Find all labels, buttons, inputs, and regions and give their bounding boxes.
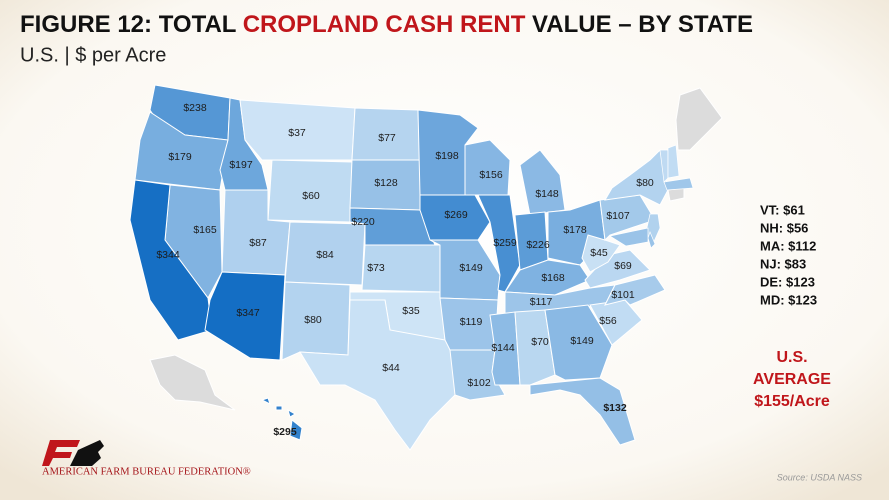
- state-label: $132: [603, 402, 627, 414]
- sidebar: VT: $61 NH: $56 MA: $112 NJ: $83 DE: $123 MD:…: [760, 202, 817, 307]
- state-label: $344: [156, 249, 180, 261]
- state-label: $156: [479, 169, 503, 181]
- map: $238 $179 $197 $37 $60 $165 $344 $87 $347 $84 $80 $…: [129, 84, 723, 451]
- source: Source: USDA NASS: [777, 472, 862, 482]
- sidebar-entry: NH: $56: [760, 220, 808, 235]
- state-label: $70: [531, 336, 549, 348]
- state-label: $165: [193, 224, 217, 236]
- state-label: $149: [570, 335, 594, 347]
- state: [239, 99, 356, 161]
- state-label: $44: [382, 362, 400, 374]
- state-label: $128: [374, 177, 398, 189]
- state-label: $347: [236, 307, 260, 319]
- sidebar-entry: VT: $61: [760, 202, 805, 217]
- state-label: $102: [467, 377, 491, 389]
- state-label: $197: [229, 159, 253, 171]
- state-label: $84: [316, 249, 334, 261]
- state-label: $107: [606, 210, 630, 222]
- sidebar-entry: MD: $123: [760, 292, 817, 307]
- state-label: $198: [435, 150, 459, 162]
- title-end: VALUE – BY STATE: [532, 11, 753, 38]
- state-label: $35: [402, 305, 420, 317]
- state-label: $259: [493, 237, 517, 249]
- average-line: U.S.: [776, 349, 807, 366]
- average-line: AVERAGE: [753, 371, 831, 388]
- state: [647, 231, 656, 249]
- subtitle: U.S. | $ per Acre: [20, 44, 166, 66]
- state-label: $87: [249, 237, 267, 249]
- state-label: $178: [563, 224, 587, 236]
- state: [477, 194, 521, 293]
- title: FIGURE 12: TOTAL CROPLAND CASH RENT VALU…: [20, 11, 753, 38]
- state: [519, 149, 566, 216]
- state-label: $73: [367, 262, 385, 274]
- state-label: $226: [526, 239, 550, 251]
- state-label: $101: [611, 289, 635, 301]
- state-label: $269: [444, 209, 468, 221]
- state-label: $168: [541, 272, 565, 284]
- state: [260, 397, 271, 405]
- alaska-no-data: [149, 354, 236, 411]
- state-label: $60: [302, 190, 320, 202]
- state: [275, 405, 283, 411]
- title-start: FIGURE 12: TOTAL: [20, 11, 236, 38]
- logo-mark: [42, 440, 104, 466]
- state-label: $77: [378, 132, 396, 144]
- state-no-data: [675, 87, 723, 151]
- state: [604, 274, 666, 306]
- state-label: $119: [460, 316, 483, 328]
- state: [663, 177, 694, 191]
- state: [514, 309, 556, 386]
- state: [289, 419, 303, 441]
- state-label: $295: [273, 426, 297, 438]
- state-label: $148: [535, 188, 559, 200]
- state-label: $179: [168, 151, 192, 163]
- state: [299, 299, 466, 451]
- logo-text: AMERICAN FARM BUREAU FEDERATION®: [42, 466, 251, 477]
- sidebar-entry: MA: $112: [760, 238, 816, 253]
- state: [287, 408, 296, 418]
- state: [204, 271, 286, 361]
- state: [529, 377, 636, 446]
- state: [667, 144, 680, 179]
- state-label: $56: [599, 315, 617, 327]
- state-label: $37: [288, 127, 306, 139]
- sidebar-entry: NJ: $83: [760, 256, 806, 271]
- state-label: $80: [304, 314, 322, 326]
- state-label: $80: [636, 177, 654, 189]
- state-label: $149: [459, 262, 483, 274]
- title-highlight: CROPLAND CASH RENT: [243, 11, 526, 38]
- average-line: $155/Acre: [754, 393, 830, 410]
- state-label: $220: [351, 216, 375, 228]
- state-label: $117: [530, 296, 553, 308]
- state-label: $69: [614, 260, 632, 272]
- state-label: $45: [590, 247, 608, 259]
- state-label: $144: [491, 342, 515, 354]
- state-label: $238: [183, 102, 207, 114]
- sidebar-entry: DE: $123: [760, 274, 815, 289]
- state: [609, 227, 649, 247]
